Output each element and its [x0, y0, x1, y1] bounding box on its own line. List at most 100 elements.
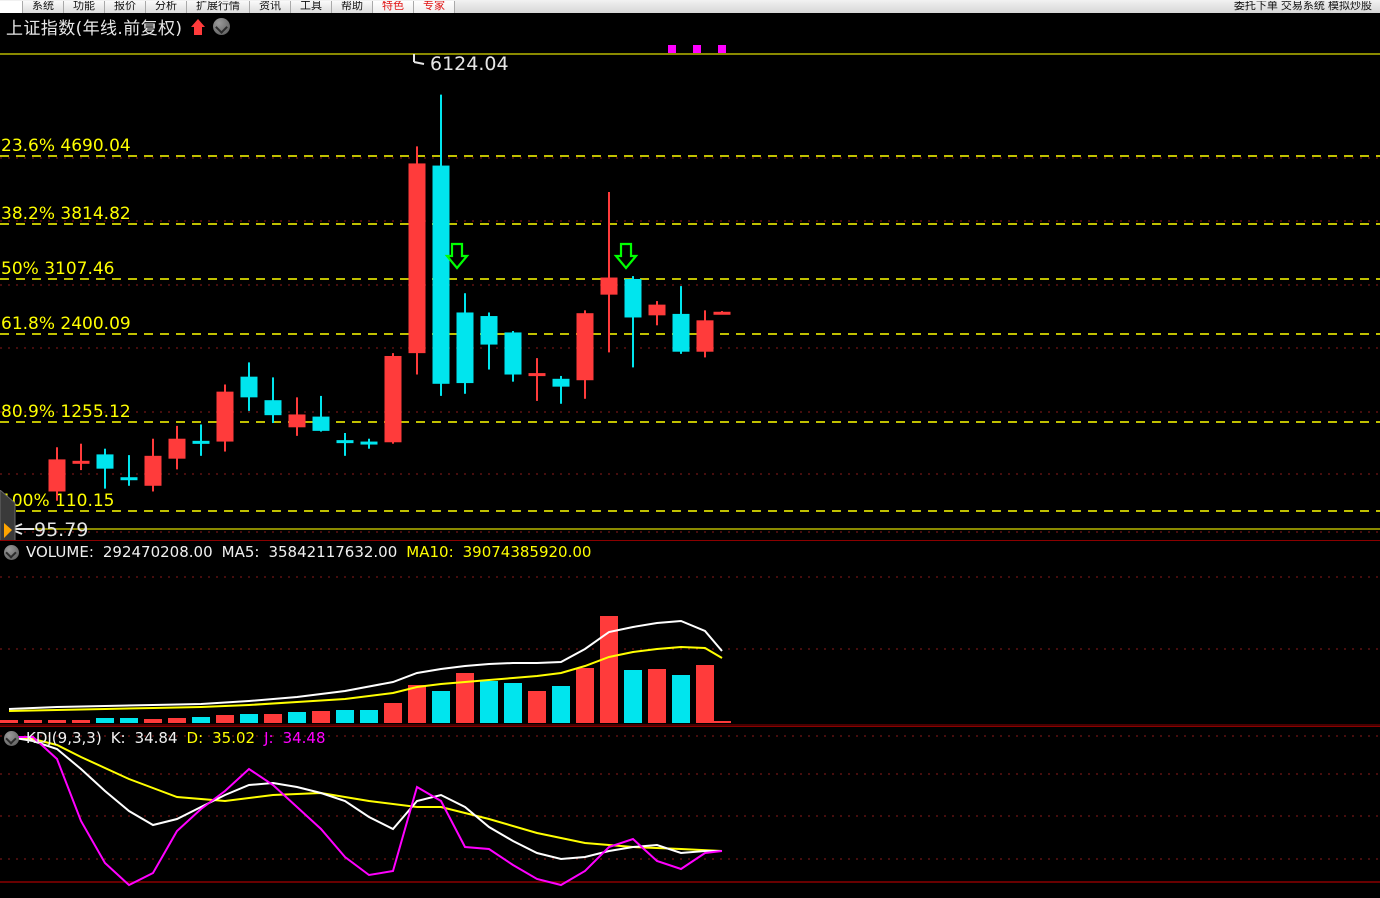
- toolbar-button-help[interactable]: 帮助: [332, 1, 373, 13]
- fib-level-label: 50% 3107.46: [1, 259, 115, 279]
- volume-bars-chart[interactable]: [0, 541, 1380, 727]
- fib-level-label: 80.9% 1255.12: [1, 402, 131, 422]
- toolbar-button-news[interactable]: 资讯: [250, 1, 291, 13]
- toolbar-button-analysis[interactable]: 分析: [146, 1, 187, 13]
- candle-body: [624, 278, 642, 318]
- volume-ma5-value: 35842117632.00: [268, 543, 398, 561]
- candle-body: [696, 320, 714, 352]
- fib-level-label: 100% 110.15: [1, 491, 115, 511]
- kdj-k-line: [8, 736, 722, 861]
- candlestick-chart[interactable]: 23.6% 4690.04 38.2% 3814.82 50% 3107.46 61.…: [0, 40, 1380, 540]
- toolbar-right-links[interactable]: 委托下单 交易系统 模拟炒股: [1233, 1, 1372, 12]
- volume-bar: [264, 714, 282, 723]
- kdj-k-label: K:: [110, 729, 126, 747]
- kdj-lines-chart[interactable]: [0, 727, 1380, 898]
- candle-body: [120, 477, 138, 481]
- volume-bar: [648, 669, 666, 723]
- volume-ma5-line: [8, 619, 723, 710]
- kdj-j-value: 34.48: [282, 729, 326, 747]
- toolbar-button-quote[interactable]: 报价: [105, 1, 146, 13]
- toolbar-button-featured[interactable]: 特色: [373, 1, 414, 13]
- volume-bar: [600, 616, 618, 723]
- volume-chart-pane[interactable]: VOLUME: 292470208.00 MA5: 35842117632.00…: [0, 540, 1380, 727]
- chevron-down-icon[interactable]: [213, 18, 231, 35]
- candle-body: [432, 165, 450, 384]
- toolbar-button-tools[interactable]: 工具: [291, 1, 332, 13]
- toolbar-button-extended[interactable]: 扩展行情: [187, 1, 250, 13]
- candle-body: [168, 438, 186, 459]
- price-chart-pane[interactable]: 23.6% 4690.04 38.2% 3814.82 50% 3107.46 61.…: [0, 40, 1380, 540]
- top-signal-dot: [718, 45, 726, 53]
- volume-bar: [312, 711, 330, 723]
- volume-bar: [336, 710, 354, 723]
- chart-workspace: 上证指数(年线.前复权) 23.6% 4690.04 38.2% 3814.82 5…: [0, 13, 1380, 898]
- pane-resize-handle[interactable]: [0, 490, 17, 540]
- candle-body: [48, 459, 66, 492]
- kdj-k-value: 34.84: [134, 729, 178, 747]
- volume-ma10-label: MA10:: [406, 543, 454, 561]
- candle-body: [504, 332, 522, 375]
- kdj-d-label: D:: [186, 729, 204, 747]
- toolbar-button-expert[interactable]: 专家: [414, 1, 455, 13]
- volume-bar: [504, 683, 522, 723]
- candle-body: [240, 376, 258, 398]
- kdj-d-value: 35.02: [212, 729, 256, 747]
- volume-bar: [72, 720, 90, 723]
- candle-body: [456, 312, 474, 384]
- volume-bar: [216, 715, 234, 723]
- kdj-j-line: [9, 736, 723, 887]
- candle-body: [216, 391, 234, 442]
- sell-arrow-down-icon: [444, 242, 470, 270]
- volume-value: 292470208.00: [102, 543, 213, 561]
- toolbar-button-function[interactable]: 功能: [64, 1, 105, 13]
- volume-ma10-line: [8, 645, 723, 712]
- volume-bar: [384, 703, 402, 723]
- candle-body: [96, 454, 114, 469]
- chevron-down-icon[interactable]: [4, 544, 19, 560]
- volume-bar: [144, 719, 162, 723]
- volume-bar: [0, 720, 18, 723]
- candle-body: [552, 378, 570, 387]
- candle-body: [528, 373, 546, 377]
- candle-body: [192, 440, 210, 444]
- volume-bar: [432, 691, 450, 723]
- volume-bar: [48, 720, 66, 723]
- high-price-marker: 6124.04: [413, 53, 509, 75]
- volume-bar: [288, 712, 306, 723]
- candle-body: [288, 414, 306, 428]
- candle-body: [672, 313, 690, 352]
- volume-bar: [168, 718, 186, 723]
- kdj-chart-pane[interactable]: KDJ(9,3,3) K: 34.84 D: 35.02 J: 34.48: [0, 726, 1380, 898]
- sell-arrow-down-icon: [613, 242, 639, 270]
- top-signal-dot: [693, 45, 701, 53]
- volume-ma10-value: 39074385920.00: [462, 543, 592, 561]
- fib-level-label: 61.8% 2400.09: [1, 314, 131, 334]
- up-arrow-icon: [191, 18, 206, 35]
- kdj-d-line: [8, 736, 723, 852]
- candle-body: [384, 355, 402, 443]
- volume-bar: [120, 718, 138, 723]
- volume-bar: [456, 673, 474, 723]
- candle-body: [336, 440, 354, 444]
- volume-bar: [528, 691, 546, 723]
- candle-body: [360, 441, 378, 445]
- candle-body: [480, 316, 498, 345]
- toolbar-button-system[interactable]: 系统: [23, 1, 64, 13]
- volume-bar: [624, 670, 642, 723]
- chevron-down-icon[interactable]: [4, 730, 19, 746]
- candle-body: [72, 460, 90, 464]
- volume-bar: [360, 710, 378, 723]
- volume-ma5-label: MA5:: [221, 543, 260, 561]
- volume-bar: [480, 681, 498, 723]
- low-price-marker: 95.79: [9, 519, 88, 540]
- volume-bar: [408, 685, 426, 723]
- candle-body: [648, 304, 666, 316]
- candle-body: [576, 313, 594, 381]
- volume-bar: [192, 717, 210, 723]
- main-toolbar[interactable]: 系统 功能 报价 分析 扩展行情 资讯 工具 帮助 特色 专家 委托下单 交易系…: [0, 0, 1380, 14]
- top-signal-dot: [668, 45, 676, 53]
- volume-bar: [24, 720, 42, 723]
- toolbar-logo[interactable]: [0, 1, 23, 13]
- price-pane-title-bar: 上证指数(年线.前复权): [0, 13, 1380, 40]
- kdj-label: KDJ(9,3,3): [26, 729, 102, 747]
